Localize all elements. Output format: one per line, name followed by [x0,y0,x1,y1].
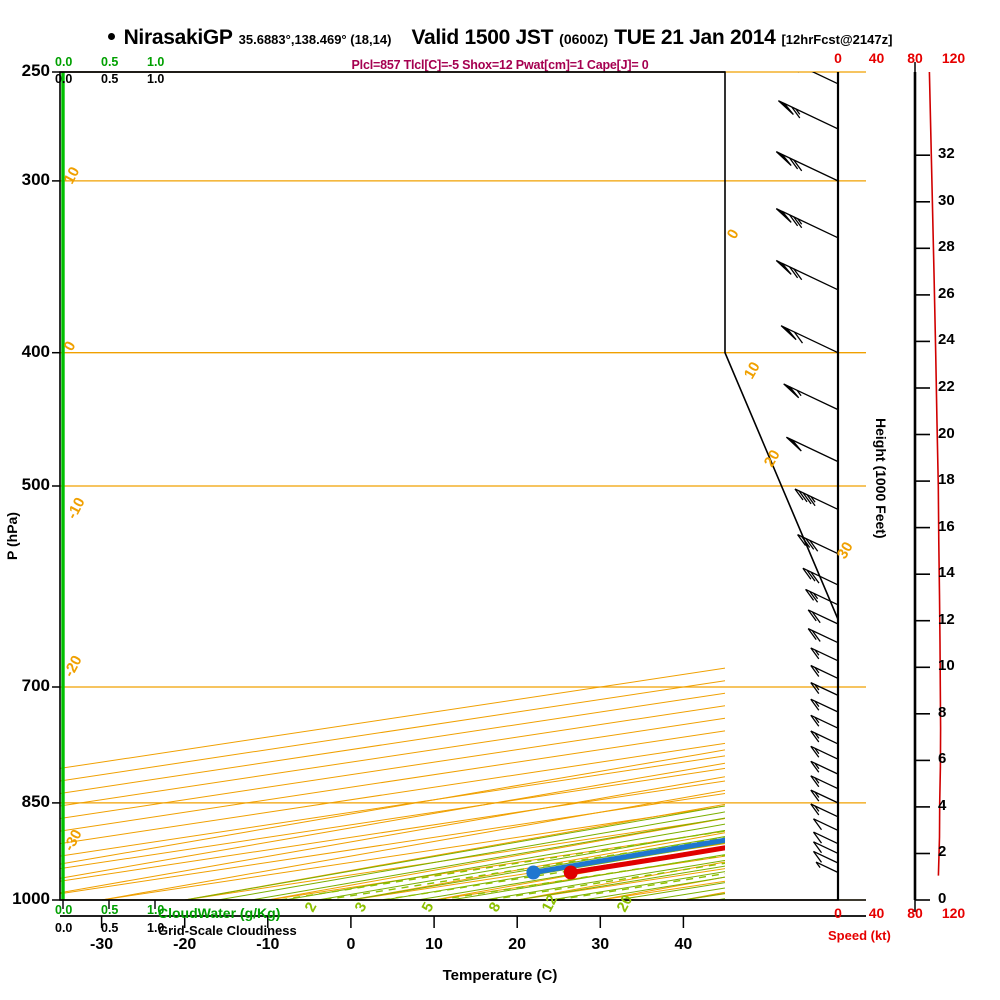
isotherm-lines [60,667,725,900]
tick-label: 18 [938,471,955,489]
tick-label: 30 [591,936,610,953]
tick-label: 0 [834,905,842,921]
tick-label: 16 [938,517,955,535]
tick-label: 80 [907,905,923,921]
tick-label: 14 [938,564,955,582]
tick-label: 1.0 [147,903,165,917]
axis-value-label: 5 [419,900,438,915]
tick-label: 0.5 [101,72,119,86]
dewpoint-surface-marker [526,865,541,880]
moist-adiabat-lines [184,805,725,900]
tick-label: 700 [21,675,50,695]
tick-label: 0.0 [55,921,73,935]
axis-value-label: 3 [352,900,371,915]
tick-label: 12 [938,610,955,628]
axis-value-label: 8 [486,900,505,915]
tick-label: 250 [21,61,50,80]
dry-adiabat-lines [60,749,725,900]
valid-date: TUE 21 Jan 2014 [614,26,776,49]
axis-value-label: 12 [539,892,562,915]
tick-label: 850 [21,791,50,811]
tick-label: 0 [938,890,947,907]
axis-value-label: 20 [614,892,637,915]
tick-label: -30 [90,936,114,953]
tick-label: -20 [173,936,197,953]
station-name: NirasakiGP [123,26,233,49]
tick-label: 0.5 [101,921,119,935]
tick-label: 28 [938,238,955,256]
wind-barbs [775,72,839,874]
station-coordinates: 35.6883°,138.469° (18,14) [238,32,392,47]
tick-label: 40 [868,905,885,921]
tick-label: 4 [938,796,947,814]
tick-label: 0 [346,936,356,953]
axis-value-label: 20 [761,447,784,470]
tick-label: 120 [941,50,966,66]
tick-label: 32 [938,145,955,163]
tick-label: 80 [907,50,923,66]
tick-label: 120 [941,905,966,921]
temperature-surface-marker [563,865,578,880]
tick-label: 24 [938,331,955,349]
speed-axis-label: Speed (kt) [828,928,891,943]
tick-label: 30 [938,191,955,209]
tick-label: 40 [868,50,885,66]
valid-time-zulu: (0600Z) [559,31,609,47]
cloudwater-axis-label: CloudWater (g/Kg) [158,905,281,921]
tick-label: 10 [425,936,443,953]
axis-value-label: 2 [302,900,321,915]
temperature-axis-ticks [100,916,685,928]
axis-value-label: 30 [834,539,857,562]
cloudwater-axis-ticks [62,900,156,909]
cloudiness-axis-label: Grid-Scale Cloudiness [158,923,297,938]
tick-label: 0.0 [55,903,73,917]
height-axis-label: Height (1000 Feet) [873,418,889,539]
tick-label: 400 [21,341,50,361]
valid-time: Valid 1500 JST [411,26,554,49]
tick-label: 20 [508,936,527,953]
tick-label: 8 [938,703,947,721]
tick-label: 0.5 [101,55,119,69]
tick-label: 10 [938,657,955,675]
tick-label: 22 [938,377,955,395]
height-axis-ticks [915,154,930,901]
tick-label: 6 [938,750,947,768]
temperature-axis-label: Temperature (C) [442,967,558,984]
tick-label: 1.0 [147,72,165,86]
tick-label: 500 [21,475,50,494]
pressure-axis-ticks [52,71,60,901]
station-dot-icon [107,33,115,40]
tick-label: 0.0 [55,72,73,86]
axis-value-label: 0 [724,226,743,242]
tick-label: 1.0 [147,55,165,69]
tick-label: 0.0 [55,55,73,69]
tick-label: 26 [938,284,955,302]
tick-label: 2 [938,843,947,861]
tick-label: 1.0 [147,921,165,935]
sounding-parameters: Plcl=857 Tlcl[C]=-5 Shox=12 Pwat[cm]=1 C… [351,58,649,72]
tick-label: 0 [834,50,842,66]
height-profile [928,72,942,876]
tick-label: 300 [21,169,50,189]
axis-value-label: 10 [61,164,84,187]
pressure-axis-label: P (hPa) [4,512,20,560]
tick-label: 1000 [12,889,50,908]
tick-label: 20 [938,424,955,442]
forecast-info: [12hrFcst@2147z] [781,32,893,47]
tick-label: -10 [256,936,280,953]
chart-header: NirasakiGP 35.6883°,138.469° (18,14) Val… [0,26,1000,52]
tick-label: 40 [674,936,693,953]
tick-label: 0.5 [101,903,119,917]
axis-value-label: 10 [741,359,764,382]
